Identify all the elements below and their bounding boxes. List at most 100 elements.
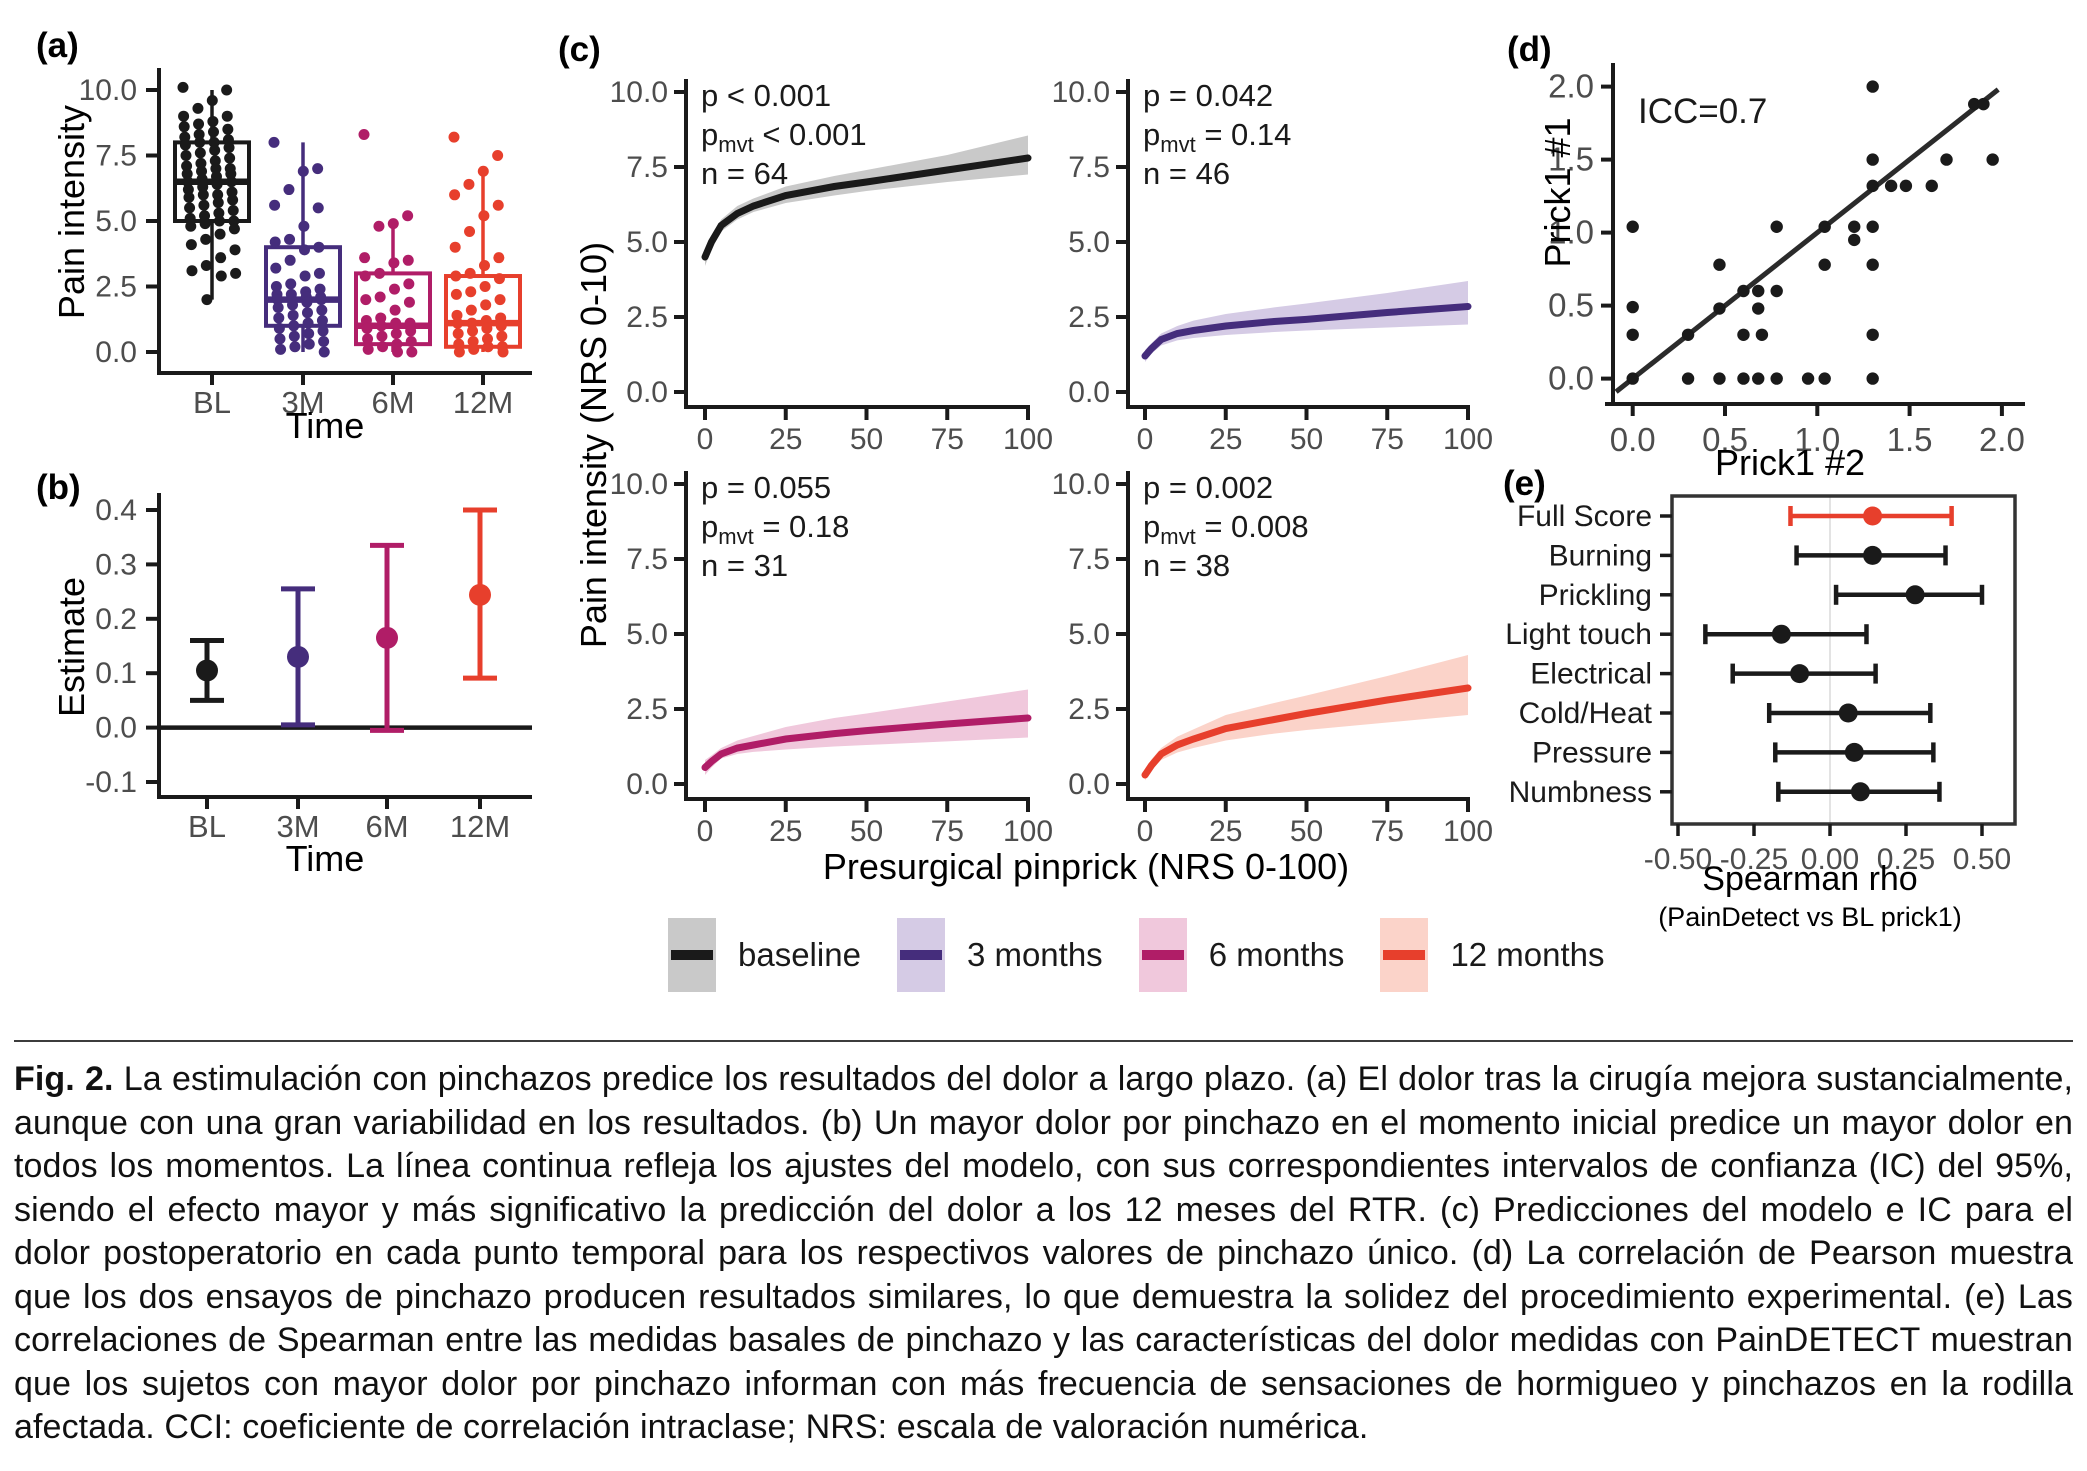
- panel-a-xlabel: Time: [285, 405, 365, 446]
- svg-text:5.0: 5.0: [626, 618, 668, 651]
- boxplot-pain-intensity: 0.0 2.5 5.0 7.5 10.0 BL 3M 6M 12M: [79, 68, 532, 420]
- svg-text:100: 100: [1003, 815, 1053, 848]
- panel-c-subplot-3: 0.0 2.5 5.0 7.5 10.0 0 25 50 75 100 p = 0.055 pmvt …: [610, 468, 1053, 848]
- svg-text:n = 38: n = 38: [1143, 548, 1230, 583]
- svg-text:-0.1: -0.1: [85, 766, 137, 799]
- svg-text:0.0: 0.0: [95, 712, 137, 745]
- svg-text:50: 50: [850, 423, 883, 456]
- svg-text:0.5: 0.5: [1548, 287, 1594, 324]
- svg-text:0.2: 0.2: [95, 603, 137, 636]
- svg-text:pmvt < 0.001: pmvt < 0.001: [701, 117, 867, 157]
- svg-text:Light touch: Light touch: [1505, 618, 1652, 651]
- svg-text:Pressure: Pressure: [1532, 736, 1652, 769]
- svg-text:BL: BL: [193, 385, 231, 420]
- svg-text:2.0: 2.0: [1979, 421, 2025, 458]
- svg-text:Cold/Heat: Cold/Heat: [1519, 697, 1653, 730]
- panel-a-tag: (a): [36, 26, 79, 65]
- svg-text:50: 50: [1290, 423, 1323, 456]
- svg-text:pmvt = 0.14: pmvt = 0.14: [1143, 117, 1291, 157]
- spearman-forest-plot: -0.50 -0.25 0.00 0.25 0.50 Full Score Burning P…: [1505, 494, 2017, 876]
- legend-key-3-months: [896, 918, 945, 992]
- svg-text:5.0: 5.0: [95, 205, 137, 238]
- svg-text:2.5: 2.5: [1068, 301, 1110, 334]
- estimate-pointrange-chart: -0.1 0.0 0.1 0.2 0.3 0.4 BL 3M 6M 12M: [85, 493, 532, 844]
- caption-label: Fig. 2.: [14, 1060, 114, 1098]
- svg-text:25: 25: [1209, 423, 1242, 456]
- legend-item-12-months: 12 months: [1380, 918, 1605, 992]
- svg-text:0.00: 0.00: [1801, 843, 1859, 876]
- legend-item-3-months: 3 months: [896, 918, 1103, 992]
- legend-label-12-months: 12 months: [1450, 936, 1605, 973]
- svg-text:1.5: 1.5: [1548, 141, 1594, 178]
- svg-text:2.5: 2.5: [95, 271, 137, 304]
- panel-c-ylabel: Pain intensity (NRS 0-10): [573, 241, 614, 649]
- panel-d-plot: 0.0 0.5 1.0 1.5 2.0 0.0 0.5 1.0 1.5 2.0 ICC=0.7: [1548, 63, 2025, 458]
- svg-text:75: 75: [1371, 423, 1404, 456]
- panel-b-tag: (b): [36, 468, 81, 507]
- svg-text:25: 25: [1209, 815, 1242, 848]
- panel-a-plot: 0.0 2.5 5.0 7.5 10.0 BL 3M 6M 12M: [79, 68, 532, 420]
- svg-text:0.0: 0.0: [1068, 376, 1110, 409]
- panel-b-ylabel: Estimate: [51, 576, 92, 718]
- svg-text:0.1: 0.1: [95, 657, 137, 690]
- panel-d-xlabel: Prick1 #2: [1714, 442, 1866, 483]
- svg-text:1.0: 1.0: [1548, 214, 1594, 251]
- svg-text:12M: 12M: [453, 385, 513, 420]
- legend-line-6-months: [1141, 950, 1184, 960]
- legend-key-6-months: [1138, 918, 1187, 992]
- svg-text:3M: 3M: [276, 809, 319, 844]
- svg-text:0: 0: [697, 815, 714, 848]
- prick-retest-scatter: 0.0 0.5 1.0 1.5 2.0 0.0 0.5 1.0 1.5 2.0 ICC=0.7: [1548, 63, 2025, 458]
- legend-label-6-months: 6 months: [1208, 936, 1345, 973]
- svg-text:10.0: 10.0: [610, 468, 668, 501]
- svg-text:25: 25: [769, 423, 802, 456]
- pinprick-prediction-grid: 0.0 2.5 5.0 7.5 10.0 0 25 50 75 100 p < 0.001 pmvt …: [610, 76, 1493, 848]
- svg-text:pmvt = 0.008: pmvt = 0.008: [1143, 509, 1309, 549]
- svg-text:100: 100: [1443, 423, 1493, 456]
- panel-b-plot: -0.1 0.0 0.1 0.2 0.3 0.4 BL 3M 6M 12M: [85, 493, 532, 844]
- legend-item-6-months: 6 months: [1138, 918, 1345, 992]
- panel-c-subplot-1: 0.0 2.5 5.0 7.5 10.0 0 25 50 75 100 p < 0.001 pmvt …: [610, 76, 1053, 456]
- panel-d-ylabel: Prick1 #1: [1537, 117, 1578, 268]
- svg-text:25: 25: [769, 815, 802, 848]
- svg-text:0.0: 0.0: [1610, 421, 1656, 458]
- svg-text:10.0: 10.0: [610, 76, 668, 109]
- svg-text:p < 0.001: p < 0.001: [701, 78, 831, 113]
- svg-text:7.5: 7.5: [1068, 151, 1110, 184]
- legend-line-baseline: [671, 950, 713, 960]
- svg-text:0: 0: [697, 423, 714, 456]
- svg-text:1.5: 1.5: [1887, 421, 1933, 458]
- panel-b-xlabel: Time: [285, 838, 365, 879]
- legend-key-baseline: [668, 918, 716, 992]
- panel-a-ylabel: Pain intensity: [51, 104, 92, 320]
- svg-text:100: 100: [1003, 423, 1053, 456]
- legend-item-baseline: baseline: [668, 918, 861, 992]
- svg-text:2.5: 2.5: [626, 301, 668, 334]
- svg-text:2.5: 2.5: [626, 693, 668, 726]
- svg-text:0.0: 0.0: [1068, 768, 1110, 801]
- svg-text:0.50: 0.50: [1953, 843, 2011, 876]
- svg-text:Prickling: Prickling: [1539, 579, 1652, 612]
- svg-text:50: 50: [850, 815, 883, 848]
- svg-text:n = 64: n = 64: [701, 156, 788, 191]
- svg-text:6M: 6M: [365, 809, 408, 844]
- svg-text:0.0: 0.0: [1548, 360, 1594, 397]
- figure-caption: Fig. 2. La estimulación con pinchazos pr…: [14, 1040, 2073, 1450]
- svg-text:7.5: 7.5: [626, 151, 668, 184]
- svg-text:0.25: 0.25: [1877, 843, 1935, 876]
- svg-text:0.3: 0.3: [95, 548, 137, 581]
- svg-text:7.5: 7.5: [626, 543, 668, 576]
- svg-text:0: 0: [1137, 423, 1154, 456]
- legend-label-baseline: baseline: [738, 936, 861, 973]
- svg-text:100: 100: [1443, 815, 1493, 848]
- svg-text:1.0: 1.0: [1794, 421, 1840, 458]
- svg-text:p = 0.042: p = 0.042: [1143, 78, 1273, 113]
- svg-text:0.5: 0.5: [1702, 421, 1748, 458]
- legend-key-12-months: [1380, 918, 1429, 992]
- panel-e-plot: -0.50 -0.25 0.00 0.25 0.50 Full Score Burning P…: [1505, 494, 2017, 876]
- svg-text:0.0: 0.0: [95, 336, 137, 369]
- panel-e-xlabel-sub: (PainDetect vs BL prick1): [1658, 902, 1962, 932]
- panel-e-tag: (e): [1503, 464, 1546, 503]
- panel-c-xlabel: Presurgical pinprick (NRS 0-100): [822, 846, 1350, 887]
